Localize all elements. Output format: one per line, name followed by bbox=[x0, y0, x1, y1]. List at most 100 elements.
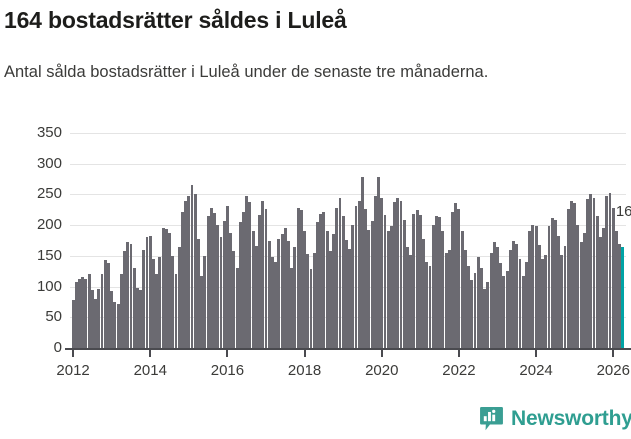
bar bbox=[589, 194, 593, 348]
bar bbox=[537, 244, 541, 348]
bar bbox=[110, 290, 114, 348]
bar bbox=[444, 252, 448, 348]
bar bbox=[370, 221, 374, 348]
bar bbox=[251, 231, 255, 348]
bar bbox=[508, 249, 512, 348]
x-axis-tick-mark bbox=[535, 350, 538, 357]
bar bbox=[396, 198, 400, 348]
bar bbox=[422, 239, 425, 348]
bar bbox=[139, 289, 143, 348]
bar bbox=[316, 222, 319, 348]
bar bbox=[74, 281, 78, 348]
y-axis-tick-label: 200 bbox=[36, 216, 62, 234]
bar bbox=[454, 203, 458, 348]
bar bbox=[457, 209, 461, 348]
bar bbox=[550, 217, 554, 348]
y-axis-tick-label: 0 bbox=[53, 339, 62, 356]
bar bbox=[441, 231, 445, 348]
bar bbox=[502, 275, 506, 348]
bar bbox=[100, 274, 104, 348]
bar bbox=[525, 262, 528, 348]
bar bbox=[409, 254, 413, 348]
bar bbox=[328, 250, 332, 348]
bar bbox=[216, 225, 220, 348]
bar bbox=[389, 226, 393, 348]
bar bbox=[544, 254, 548, 348]
bar bbox=[222, 221, 226, 348]
bar bbox=[261, 200, 265, 348]
bar bbox=[155, 274, 159, 348]
bar bbox=[557, 235, 561, 348]
bar bbox=[332, 233, 335, 348]
bar bbox=[531, 225, 535, 348]
bar bbox=[451, 211, 454, 348]
bar bbox=[605, 195, 609, 348]
bar bbox=[107, 263, 110, 348]
bar bbox=[203, 255, 207, 348]
bar bbox=[592, 197, 596, 348]
bar bbox=[582, 232, 586, 348]
bar bbox=[576, 225, 580, 348]
bar bbox=[560, 254, 564, 348]
bar bbox=[309, 269, 313, 348]
bar bbox=[113, 301, 117, 348]
bar bbox=[586, 198, 589, 348]
gridline-y bbox=[70, 286, 626, 288]
bar bbox=[499, 263, 503, 348]
bar bbox=[306, 254, 310, 348]
x-axis-tick-mark bbox=[226, 350, 229, 357]
newsworthy-logo[interactable]: Newsworthy bbox=[479, 406, 631, 431]
bar bbox=[103, 260, 107, 348]
bar bbox=[248, 201, 252, 348]
bar bbox=[380, 198, 384, 348]
bar bbox=[547, 226, 551, 348]
bar bbox=[479, 268, 483, 348]
bar bbox=[496, 246, 499, 348]
y-axis-tick-label: 350 bbox=[36, 124, 62, 141]
bar bbox=[119, 273, 123, 348]
bar bbox=[94, 298, 98, 348]
bar bbox=[177, 246, 181, 348]
bar bbox=[393, 201, 397, 348]
bar bbox=[608, 193, 612, 348]
bar bbox=[460, 231, 464, 348]
bar bbox=[489, 253, 493, 348]
gridline-y bbox=[70, 194, 626, 196]
bar bbox=[274, 262, 278, 348]
bar bbox=[283, 227, 287, 348]
bar bbox=[402, 220, 406, 348]
x-axis-tick-label: 2026 bbox=[596, 362, 630, 379]
bar bbox=[322, 212, 326, 348]
bar bbox=[200, 275, 204, 348]
bar bbox=[434, 215, 438, 348]
x-axis-tick-mark bbox=[303, 350, 306, 357]
bar bbox=[383, 215, 387, 348]
page-subtitle: Antal sålda bostadsrätter i Luleå under … bbox=[4, 63, 489, 81]
bar bbox=[258, 215, 262, 348]
bar bbox=[399, 200, 403, 348]
bar bbox=[123, 250, 126, 348]
bar bbox=[518, 258, 522, 348]
bar bbox=[512, 240, 516, 348]
bar bbox=[598, 236, 602, 348]
newsworthy-wordmark: Newsworthy bbox=[511, 407, 631, 430]
bar bbox=[428, 266, 432, 348]
bar bbox=[621, 247, 625, 348]
bar bbox=[270, 257, 274, 348]
bar bbox=[325, 231, 329, 348]
bar bbox=[87, 274, 91, 348]
bar bbox=[225, 206, 229, 348]
bar bbox=[71, 300, 75, 348]
bar bbox=[168, 232, 171, 348]
bar bbox=[476, 257, 480, 348]
bar bbox=[515, 243, 519, 348]
x-axis-tick-label: 2012 bbox=[56, 362, 90, 379]
bar bbox=[418, 214, 422, 348]
x-axis-tick-label: 2014 bbox=[133, 362, 167, 379]
bar bbox=[206, 215, 210, 348]
bar bbox=[338, 197, 342, 348]
bar bbox=[470, 280, 474, 348]
bar bbox=[553, 220, 557, 348]
